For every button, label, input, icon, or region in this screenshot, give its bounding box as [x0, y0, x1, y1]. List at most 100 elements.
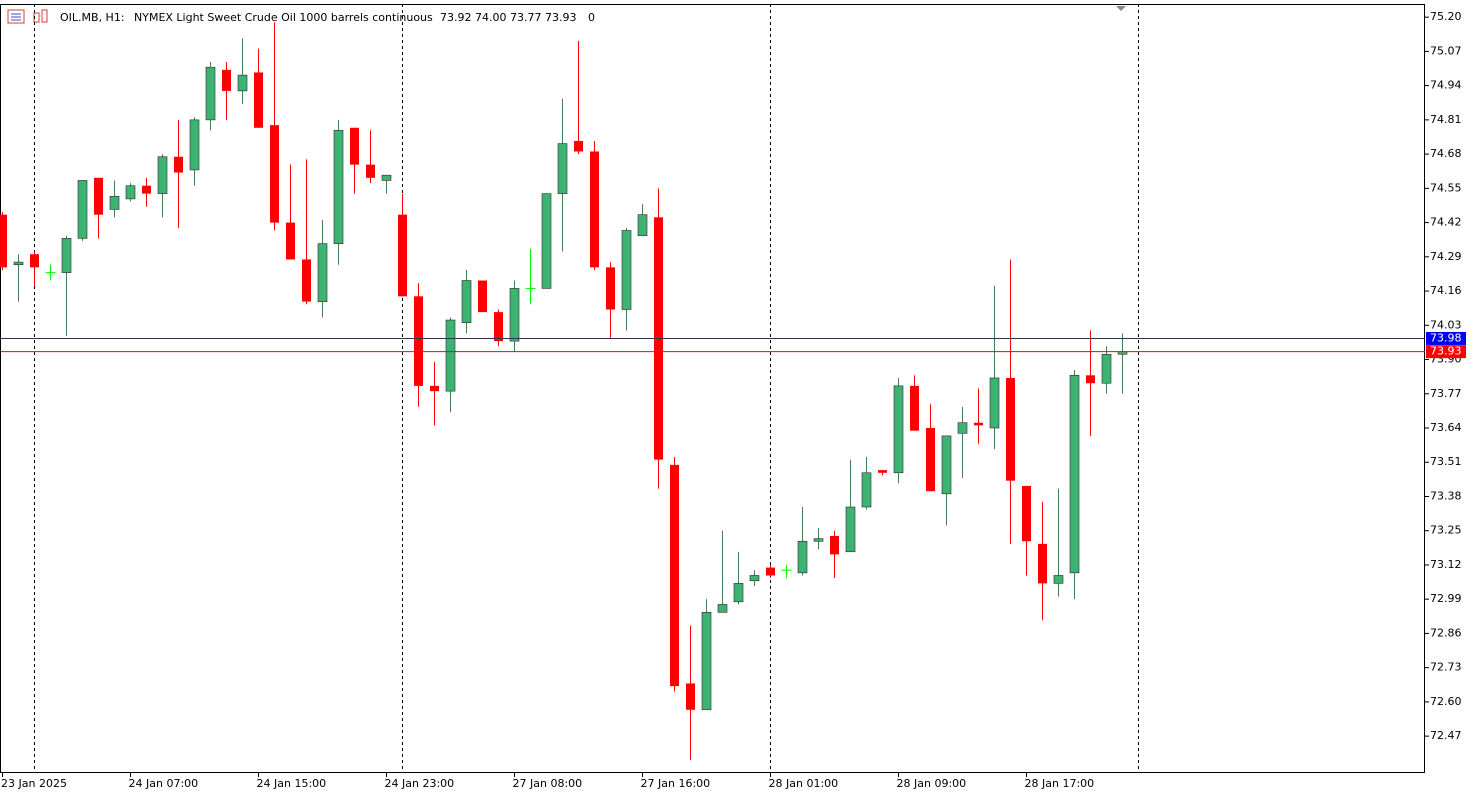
y-tick-label: 72.47	[1430, 729, 1462, 742]
candle-body	[333, 130, 344, 244]
x-tick-label: 24 Jan 07:00	[129, 777, 199, 790]
candle-body	[478, 280, 487, 313]
candle-body	[174, 156, 183, 173]
candle-body	[957, 422, 968, 434]
candle-body	[222, 69, 231, 91]
candle-body	[1069, 375, 1080, 574]
candle-body	[621, 230, 632, 310]
x-tick-label: 27 Jan 16:00	[641, 777, 711, 790]
candle-body	[749, 575, 760, 582]
candle-body	[574, 140, 583, 152]
x-tick-label: 28 Jan 01:00	[769, 777, 839, 790]
candle-body	[1101, 353, 1112, 384]
x-tick-label: 23 Jan 2025	[1, 777, 67, 790]
y-tick-label: 75.07	[1430, 44, 1462, 57]
candle-body	[830, 535, 839, 555]
y-tick-label: 73.25	[1430, 524, 1462, 537]
y-tick-label: 73.77	[1430, 387, 1462, 400]
candle-body	[189, 119, 200, 171]
y-tick-label: 72.60	[1430, 695, 1462, 708]
candle-body	[670, 464, 679, 687]
candle-body	[541, 193, 552, 289]
x-tick-label: 28 Jan 09:00	[897, 777, 967, 790]
candle-body	[61, 238, 72, 273]
candle-body	[430, 385, 439, 392]
y-tick-label: 73.51	[1430, 455, 1462, 468]
candle-body	[893, 385, 904, 474]
y-tick-label: 73.38	[1430, 489, 1462, 502]
plot-frame	[0, 4, 1425, 773]
candle-body	[717, 604, 728, 613]
x-tick-label: 24 Jan 23:00	[385, 777, 455, 790]
candle-body	[557, 143, 568, 194]
y-tick-label: 72.99	[1430, 592, 1462, 605]
x-tick-label: 28 Jan 17:00	[1025, 777, 1095, 790]
price-tag	[1426, 345, 1466, 359]
y-tick-label: 75.20	[1430, 10, 1462, 23]
x-tick-label: 27 Jan 08:00	[513, 777, 583, 790]
price-tag	[1426, 331, 1466, 345]
candle-body	[77, 180, 88, 239]
candle-body	[606, 267, 615, 310]
candle-body	[254, 72, 263, 128]
chart-icon[interactable]	[41, 9, 48, 23]
candle-body	[941, 435, 952, 495]
price-tag-label: 73.93	[1430, 345, 1462, 358]
y-tick-label: 72.86	[1430, 626, 1462, 639]
shift-marker	[1116, 6, 1126, 11]
candle-body	[845, 506, 856, 553]
y-tick-label: 74.94	[1430, 79, 1462, 92]
candle-body	[686, 683, 695, 710]
candle-body	[1053, 575, 1064, 584]
candle-body	[766, 567, 775, 576]
candle-body	[317, 243, 328, 302]
header-quote: 73.92 74.00 73.77 73.93	[440, 11, 576, 24]
candle-body	[94, 177, 103, 215]
y-tick-label: 74.03	[1430, 318, 1462, 331]
y-tick-label: 73.12	[1430, 558, 1462, 571]
candle-body	[926, 428, 935, 492]
candle-body	[109, 195, 120, 210]
candle-body	[494, 312, 503, 342]
x-tick-label: 24 Jan 15:00	[257, 777, 327, 790]
candle-body	[637, 214, 648, 237]
price-tag-label: 73.98	[1430, 331, 1462, 344]
candle-body	[1006, 377, 1015, 481]
candle-body	[205, 66, 216, 121]
y-tick-label: 74.29	[1430, 250, 1462, 263]
y-tick-label: 74.68	[1430, 147, 1462, 160]
chart-subtitle: NYMEX Light Sweet Crude Oil 1000 barrels…	[134, 11, 433, 24]
y-tick-label: 74.16	[1430, 284, 1462, 297]
y-tick-label: 73.64	[1430, 421, 1462, 434]
candle-body	[797, 540, 808, 574]
header-volume: 0	[588, 11, 595, 24]
candle-body	[270, 125, 279, 223]
candle-body	[590, 151, 599, 268]
candle-body	[381, 174, 392, 181]
y-tick-label: 72.73	[1430, 661, 1462, 674]
candle-body	[509, 288, 520, 342]
candle-body	[0, 214, 7, 268]
candle-body	[350, 127, 359, 165]
candle-body	[878, 470, 887, 473]
candle-body	[445, 319, 456, 392]
candle-body	[1086, 375, 1095, 384]
candle-body	[861, 472, 872, 508]
candle-body	[414, 296, 423, 386]
candle-body	[813, 538, 824, 542]
candle-body	[910, 385, 919, 431]
candle-body	[302, 259, 311, 302]
candle-body	[142, 185, 151, 194]
icons	[7, 9, 48, 24]
candle-body	[461, 280, 472, 323]
candle-body	[989, 377, 1000, 429]
candle-body	[733, 583, 744, 603]
y-tick-label: 74.81	[1430, 113, 1462, 126]
candle-body	[13, 261, 24, 266]
y-tick-label: 74.55	[1430, 181, 1462, 194]
candle-body	[125, 185, 136, 200]
y-tick-label: 74.42	[1430, 216, 1462, 229]
candle-body	[157, 156, 168, 194]
